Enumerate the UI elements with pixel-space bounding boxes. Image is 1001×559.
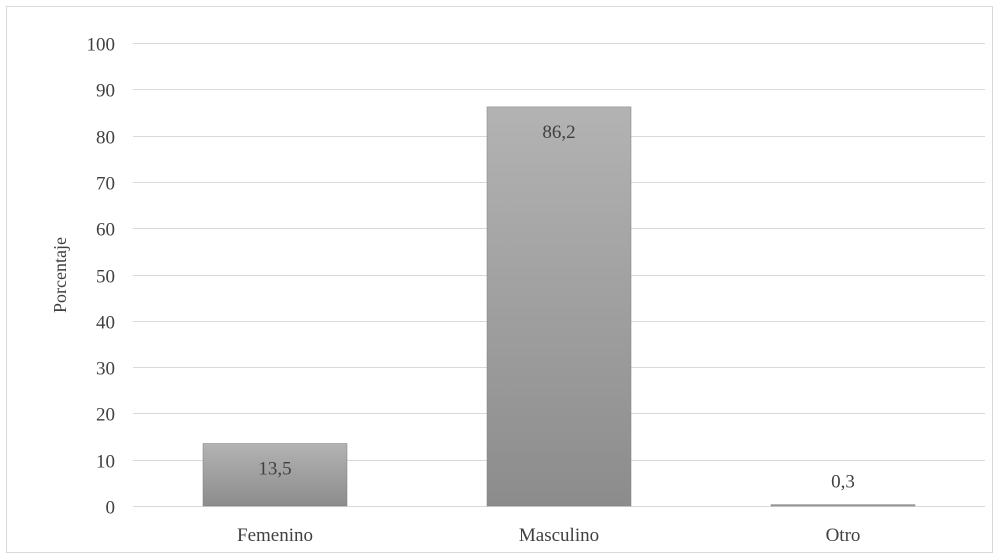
y-tick-label: 80 <box>96 128 115 149</box>
y-tick-label: 0 <box>106 498 116 519</box>
x-category-label: Masculino <box>519 525 599 546</box>
bar-otro <box>770 504 916 507</box>
x-category-label: Otro <box>826 525 861 546</box>
y-tick-label: 40 <box>96 313 115 334</box>
y-tick-label: 10 <box>96 452 115 473</box>
y-tick-label: 60 <box>96 220 115 241</box>
y-axis-ticks: 0 10 20 30 40 50 60 70 80 90 100 <box>87 35 116 519</box>
y-tick-label: 100 <box>87 35 116 56</box>
y-tick-label: 50 <box>96 267 115 288</box>
y-tick-label: 70 <box>96 174 115 195</box>
x-axis-categories: Femenino Masculino Otro <box>237 525 860 546</box>
y-tick-label: 90 <box>96 81 115 102</box>
bar-femenino <box>202 443 348 507</box>
data-label: 0,3 <box>831 472 855 493</box>
data-label: 13,5 <box>258 458 291 479</box>
y-axis-title: Porcentaje <box>50 237 70 313</box>
bars <box>202 106 916 507</box>
data-labels: 13,5 86,2 0,3 <box>258 122 855 493</box>
data-label: 86,2 <box>542 122 575 143</box>
x-category-label: Femenino <box>237 525 313 546</box>
bar-masculino <box>486 106 632 507</box>
y-tick-label: 30 <box>96 359 115 380</box>
y-tick-label: 20 <box>96 405 115 426</box>
